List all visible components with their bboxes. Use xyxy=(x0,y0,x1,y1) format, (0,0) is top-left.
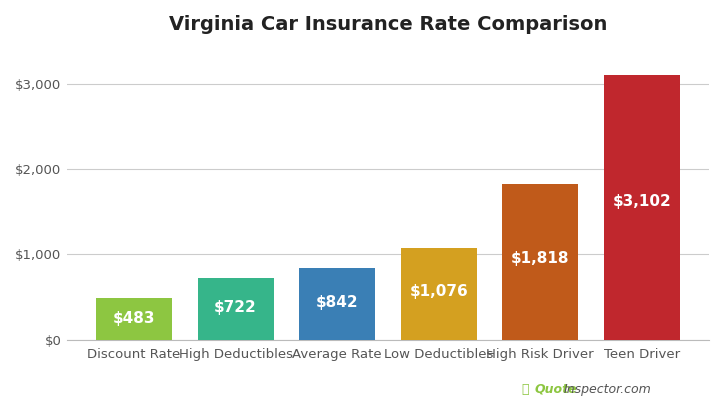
Bar xyxy=(299,268,375,340)
Text: $483: $483 xyxy=(113,311,156,326)
Bar xyxy=(400,248,476,340)
Text: $722: $722 xyxy=(214,300,257,315)
Text: Inspector.com: Inspector.com xyxy=(563,383,651,396)
Bar xyxy=(502,184,578,340)
Text: Quote: Quote xyxy=(534,383,577,396)
Text: $842: $842 xyxy=(316,295,358,310)
Text: $1,818: $1,818 xyxy=(511,252,570,266)
Title: Virginia Car Insurance Rate Comparison: Virginia Car Insurance Rate Comparison xyxy=(169,15,607,34)
Text: $3,102: $3,102 xyxy=(613,194,671,210)
Bar xyxy=(96,298,172,340)
Bar xyxy=(604,75,680,340)
Text: $1,076: $1,076 xyxy=(409,284,468,300)
Bar xyxy=(198,278,274,340)
Text: Ⓢ: Ⓢ xyxy=(521,383,529,396)
